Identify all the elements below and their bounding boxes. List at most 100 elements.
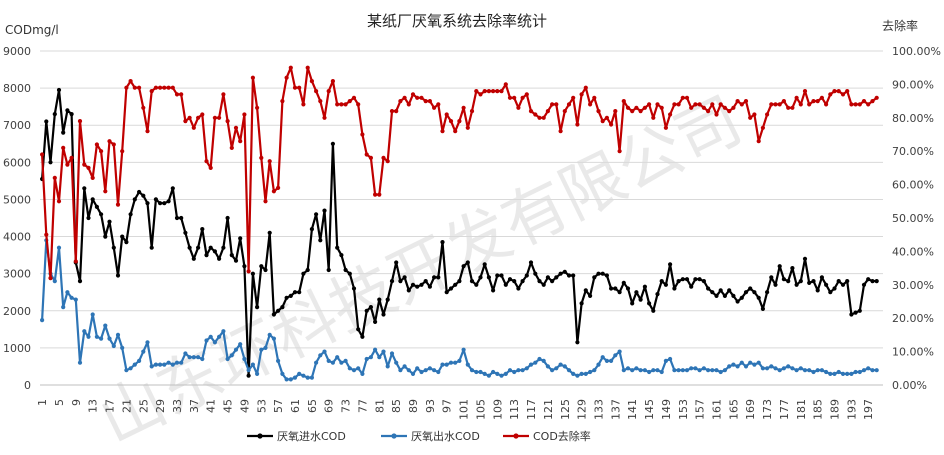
- data-point: [722, 368, 728, 373]
- data-point: [364, 356, 369, 362]
- data-point: [874, 368, 879, 373]
- y2-tick-label: 100.00%: [892, 45, 941, 58]
- x-tick-label: 125: [559, 399, 572, 420]
- data-point: [314, 212, 319, 217]
- data-point: [373, 347, 378, 352]
- data-point: [478, 92, 483, 97]
- data-point: [693, 366, 698, 371]
- data-point: [647, 102, 652, 107]
- data-point: [609, 286, 614, 291]
- data-point: [238, 139, 243, 144]
- data-point: [819, 275, 825, 280]
- data-point: [794, 95, 799, 100]
- data-point: [630, 301, 635, 306]
- data-point: [773, 366, 778, 371]
- data-point: [642, 105, 648, 110]
- data-point: [773, 102, 778, 107]
- data-point: [196, 115, 201, 120]
- data-point: [124, 240, 129, 245]
- data-point: [693, 102, 698, 107]
- legend-marker: [391, 433, 397, 439]
- data-point: [769, 102, 774, 107]
- data-point: [541, 282, 546, 287]
- data-point: [760, 366, 766, 371]
- data-point: [722, 105, 728, 110]
- data-point: [107, 336, 112, 341]
- data-point: [259, 264, 264, 269]
- data-point: [288, 293, 293, 298]
- y-tick-label: 9000: [3, 45, 31, 58]
- data-point: [432, 275, 437, 280]
- data-point: [807, 368, 812, 373]
- data-point: [714, 293, 719, 298]
- data-point: [288, 65, 293, 70]
- data-point: [65, 108, 70, 113]
- data-point: [322, 115, 327, 120]
- data-point: [604, 273, 610, 278]
- data-point: [735, 99, 740, 104]
- x-tick-label: 57: [272, 399, 285, 413]
- data-point: [710, 368, 715, 373]
- data-point: [516, 105, 521, 110]
- data-point: [120, 345, 125, 350]
- data-point: [571, 371, 576, 376]
- data-point: [90, 312, 95, 317]
- data-point: [824, 369, 829, 375]
- data-point: [179, 92, 184, 97]
- data-point: [335, 245, 340, 250]
- data-point: [457, 119, 462, 124]
- data-point: [373, 192, 378, 197]
- data-point: [621, 99, 626, 104]
- data-point: [448, 360, 454, 365]
- data-point: [609, 122, 614, 127]
- data-point: [423, 279, 428, 284]
- data-point: [537, 356, 542, 362]
- data-point: [94, 142, 99, 147]
- data-point: [217, 334, 222, 339]
- data-point: [415, 95, 420, 100]
- data-point: [588, 102, 593, 107]
- data-point: [250, 75, 255, 80]
- data-point: [271, 189, 276, 194]
- data-point: [621, 280, 626, 285]
- data-point: [828, 290, 833, 295]
- data-point: [162, 85, 167, 90]
- x-tick-label: 101: [458, 399, 471, 420]
- data-point: [52, 112, 57, 117]
- data-point: [845, 89, 850, 94]
- data-point: [457, 358, 462, 363]
- data-point: [335, 102, 340, 107]
- data-point: [398, 368, 403, 373]
- data-point: [149, 89, 154, 94]
- data-point: [701, 366, 707, 371]
- data-point: [297, 85, 302, 90]
- x-tick-label: 73: [340, 399, 353, 413]
- data-point: [507, 368, 513, 373]
- data-point: [769, 275, 774, 280]
- data-point: [824, 282, 829, 287]
- data-point: [752, 362, 757, 367]
- x-tick-label: 153: [677, 399, 690, 420]
- data-point: [503, 282, 508, 287]
- data-point: [718, 102, 723, 107]
- data-point: [765, 366, 770, 371]
- data-point: [710, 102, 715, 107]
- x-tick-label: 61: [289, 399, 302, 413]
- data-point: [655, 102, 660, 107]
- data-point: [777, 368, 782, 373]
- y2-tick-label: 10.00%: [892, 346, 934, 359]
- data-point: [647, 301, 652, 306]
- data-point: [233, 125, 239, 130]
- data-point: [158, 201, 163, 206]
- data-point: [141, 105, 146, 110]
- data-point: [503, 371, 508, 376]
- data-point: [314, 89, 319, 94]
- data-point: [217, 256, 222, 261]
- data-point: [642, 368, 648, 373]
- data-point: [474, 369, 479, 375]
- data-point: [706, 286, 711, 291]
- data-point: [735, 364, 740, 369]
- data-point: [94, 334, 99, 339]
- data-point: [398, 99, 403, 104]
- data-point: [326, 358, 331, 363]
